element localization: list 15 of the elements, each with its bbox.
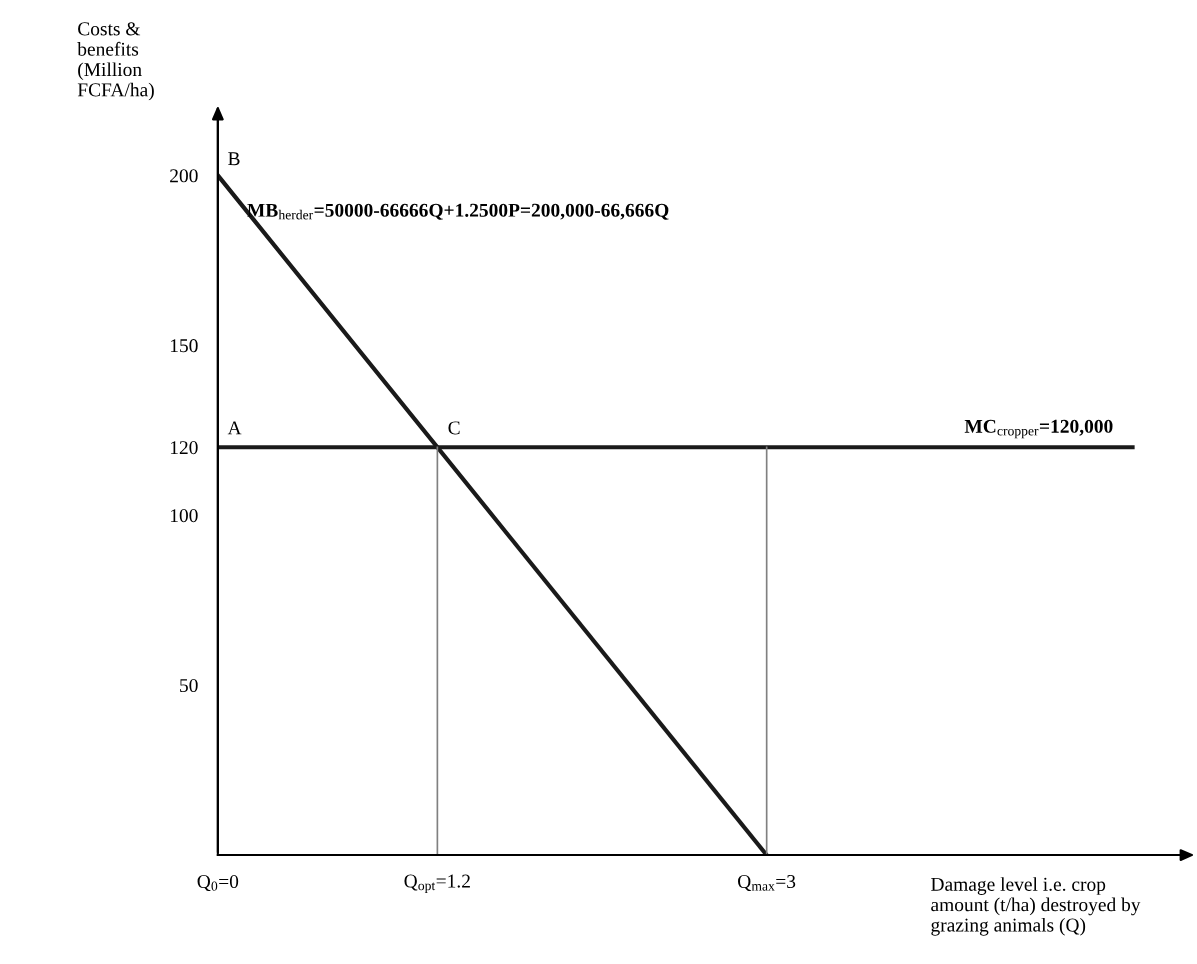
y-tick-label: 200	[170, 169, 198, 183]
y-tick-label: 120	[170, 441, 198, 455]
y-tick-label: 50	[180, 678, 198, 693]
annotation: MB$_{herder}$=50000-66666Q+1.2500P=200,000-66,666Q	[247, 203, 669, 220]
annotation: A	[227, 421, 242, 435]
x-tick-label: Q$_{0}$=0	[197, 874, 239, 892]
x-tick-label: Q$_{opt}$=1.2	[404, 874, 470, 893]
y-axis-title: Costs & benefits (Million FCFA/ha)	[77, 22, 154, 101]
x-tick-label: Q$_{max}$=3	[738, 874, 796, 892]
y-tick-label: 100	[170, 509, 198, 523]
y-tick-label: 150	[170, 339, 198, 353]
annotation: B	[228, 152, 240, 166]
annotation: C	[448, 421, 460, 435]
x-axis-title: Damage level i.e. crop amount (t/ha) destroyed by grazing animals (Q)	[931, 877, 1141, 936]
annotation: MC$_{cropper}$=120,000	[964, 419, 1113, 439]
